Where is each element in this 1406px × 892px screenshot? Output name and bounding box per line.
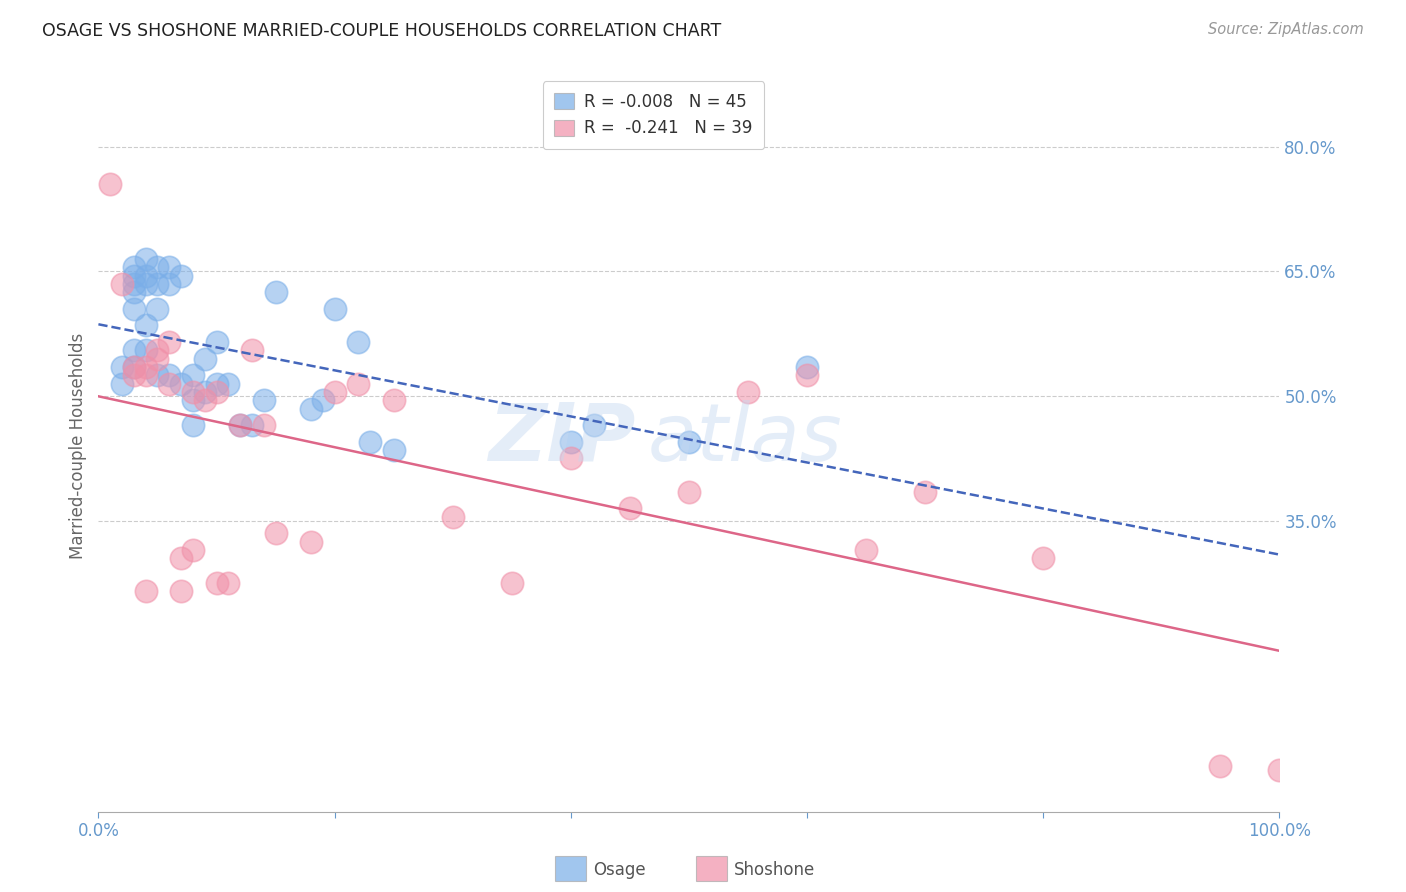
Point — [323, 301, 346, 316]
Point — [157, 277, 180, 291]
Point — [181, 384, 204, 399]
Point — [560, 451, 582, 466]
Point — [181, 368, 204, 383]
Y-axis label: Married-couple Households: Married-couple Households — [69, 333, 87, 559]
Text: ZIP: ZIP — [488, 400, 636, 478]
Text: atlas: atlas — [648, 400, 842, 478]
Point — [347, 335, 370, 350]
Point — [181, 542, 204, 557]
Point — [122, 260, 145, 275]
Point — [135, 252, 157, 266]
Point — [157, 376, 180, 391]
Point — [382, 443, 405, 458]
Point — [229, 418, 252, 433]
Point — [135, 368, 157, 383]
Point — [135, 277, 157, 291]
Point — [205, 384, 228, 399]
Point — [312, 393, 335, 408]
Point — [157, 368, 180, 383]
Point — [737, 384, 759, 399]
Legend: R = -0.008   N = 45, R =  -0.241   N = 39: R = -0.008 N = 45, R = -0.241 N = 39 — [543, 81, 765, 149]
Point — [146, 260, 169, 275]
Point — [347, 376, 370, 391]
Point — [240, 418, 263, 433]
Point — [181, 393, 204, 408]
Text: OSAGE VS SHOSHONE MARRIED-COUPLE HOUSEHOLDS CORRELATION CHART: OSAGE VS SHOSHONE MARRIED-COUPLE HOUSEHO… — [42, 22, 721, 40]
Point — [146, 301, 169, 316]
Point — [122, 301, 145, 316]
Point — [157, 335, 180, 350]
Point — [146, 343, 169, 358]
Point — [914, 484, 936, 499]
Point — [323, 384, 346, 399]
Point — [194, 393, 217, 408]
Point — [111, 277, 134, 291]
Point — [359, 434, 381, 449]
Point — [441, 509, 464, 524]
Point — [299, 534, 322, 549]
Point — [583, 418, 606, 433]
Point — [678, 434, 700, 449]
Point — [205, 376, 228, 391]
Point — [181, 418, 204, 433]
Text: Source: ZipAtlas.com: Source: ZipAtlas.com — [1208, 22, 1364, 37]
Point — [217, 576, 239, 591]
Point — [111, 359, 134, 374]
Point — [1268, 763, 1291, 777]
Point — [170, 376, 193, 391]
Point — [560, 434, 582, 449]
Point — [170, 268, 193, 283]
Point — [217, 376, 239, 391]
Point — [135, 359, 157, 374]
Point — [122, 277, 145, 291]
Point — [146, 351, 169, 366]
Point — [501, 576, 523, 591]
Point — [146, 368, 169, 383]
Point — [98, 177, 121, 191]
Point — [253, 393, 276, 408]
Point — [122, 359, 145, 374]
Point — [157, 260, 180, 275]
Point — [205, 335, 228, 350]
Point — [1032, 551, 1054, 566]
Point — [194, 351, 217, 366]
Point — [122, 368, 145, 383]
Point — [253, 418, 276, 433]
Point — [170, 551, 193, 566]
Point — [240, 343, 263, 358]
Point — [264, 526, 287, 541]
Point — [194, 384, 217, 399]
Point — [678, 484, 700, 499]
Point — [122, 343, 145, 358]
Point — [122, 285, 145, 300]
Point — [170, 584, 193, 599]
Text: Shoshone: Shoshone — [734, 861, 815, 879]
Point — [135, 343, 157, 358]
Point — [229, 418, 252, 433]
Point — [205, 576, 228, 591]
Point — [796, 368, 818, 383]
Point — [1209, 759, 1232, 773]
Text: Osage: Osage — [593, 861, 645, 879]
Point — [135, 584, 157, 599]
Point — [146, 277, 169, 291]
Point — [619, 501, 641, 516]
Point — [855, 542, 877, 557]
Point — [382, 393, 405, 408]
Point — [264, 285, 287, 300]
Point — [135, 268, 157, 283]
Point — [135, 318, 157, 333]
Point — [111, 376, 134, 391]
Point — [122, 268, 145, 283]
Point — [122, 359, 145, 374]
Point — [299, 401, 322, 416]
Point — [796, 359, 818, 374]
